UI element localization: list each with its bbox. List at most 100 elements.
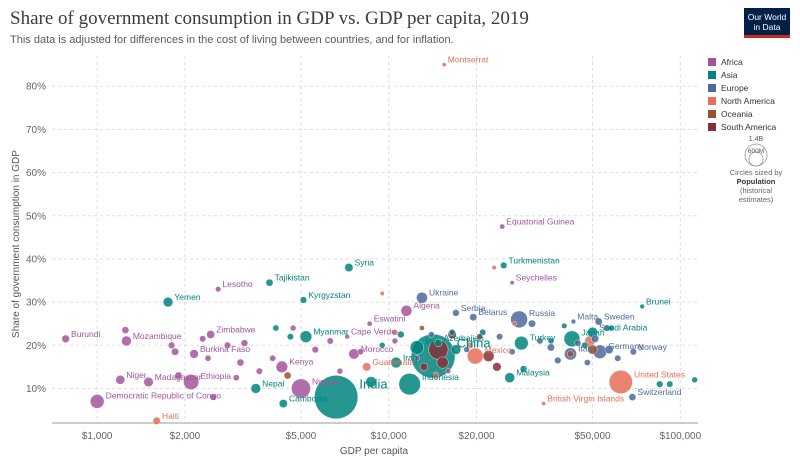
point-asia[interactable] xyxy=(272,324,280,332)
point-africa[interactable] xyxy=(174,371,183,380)
point-europe[interactable] xyxy=(554,356,562,364)
point-africa[interactable] xyxy=(445,368,451,374)
point-africa[interactable] xyxy=(121,326,130,334)
point-asia[interactable] xyxy=(561,322,568,329)
point-asia[interactable] xyxy=(379,342,386,349)
point-africa[interactable] xyxy=(255,367,263,375)
data-points[interactable] xyxy=(61,62,698,425)
legend-item-north-america[interactable]: North America xyxy=(708,95,776,107)
point-south-america[interactable] xyxy=(436,356,449,369)
point-norway[interactable] xyxy=(629,348,637,356)
point-montserrat[interactable] xyxy=(441,62,447,67)
point-ukraine[interactable] xyxy=(416,292,428,304)
point-europe[interactable] xyxy=(591,334,600,343)
point-iraq[interactable] xyxy=(390,357,402,369)
point-yemen[interactable] xyxy=(162,297,174,308)
point-nigeria[interactable] xyxy=(291,378,311,399)
point-africa[interactable] xyxy=(233,374,240,381)
point-asia[interactable] xyxy=(656,380,664,388)
point-asia[interactable] xyxy=(547,337,555,345)
point-asia[interactable] xyxy=(448,329,456,336)
point-cape-verde[interactable] xyxy=(344,334,350,340)
point-north-america[interactable] xyxy=(391,329,399,336)
legend-item-africa[interactable]: Africa xyxy=(708,56,776,68)
point-asia[interactable] xyxy=(519,365,528,373)
point-europe[interactable] xyxy=(496,333,503,341)
point-europe[interactable] xyxy=(463,346,470,353)
point-europe[interactable] xyxy=(547,343,555,352)
point-europe[interactable] xyxy=(528,319,536,328)
point-mozambique[interactable] xyxy=(121,335,132,347)
point-nepal[interactable] xyxy=(250,383,261,394)
point-asia[interactable] xyxy=(397,330,405,339)
point-africa[interactable] xyxy=(311,346,319,354)
point-democratic-republic-of-congo[interactable] xyxy=(89,394,105,409)
point-north-america[interactable] xyxy=(512,321,517,327)
point-azerbaijan[interactable] xyxy=(434,339,443,348)
point-niger[interactable] xyxy=(115,375,126,385)
point-switzerland[interactable] xyxy=(628,393,637,401)
legend-item-oceania[interactable]: Oceania xyxy=(708,108,776,120)
point-zimbabwe[interactable] xyxy=(206,330,215,339)
legend-item-europe[interactable]: Europe xyxy=(708,82,776,94)
point-asia[interactable] xyxy=(666,380,674,388)
point-north-america[interactable] xyxy=(491,265,497,271)
point-burkina-faso[interactable] xyxy=(189,349,199,359)
point-oceania[interactable] xyxy=(587,344,598,355)
point-equatorial-guinea[interactable] xyxy=(499,223,506,230)
point-malaysia[interactable] xyxy=(504,372,515,383)
point-africa[interactable] xyxy=(357,348,364,356)
point-asia[interactable] xyxy=(287,333,294,341)
point-south-america[interactable] xyxy=(419,362,428,371)
point-africa[interactable] xyxy=(168,341,176,349)
point-europe[interactable] xyxy=(604,345,614,355)
point-africa[interactable] xyxy=(391,337,399,345)
point-asia[interactable] xyxy=(608,324,615,332)
point-africa[interactable] xyxy=(224,341,232,349)
point-africa[interactable] xyxy=(209,393,217,401)
point-seychelles[interactable] xyxy=(509,280,515,286)
point-asia[interactable] xyxy=(450,344,462,355)
point-europe[interactable] xyxy=(584,359,591,366)
point-europe[interactable] xyxy=(508,348,516,356)
point-turkey[interactable] xyxy=(514,336,529,351)
point-north-america[interactable] xyxy=(466,342,474,349)
point-africa[interactable] xyxy=(240,339,249,347)
point-europe[interactable] xyxy=(536,337,544,345)
point-africa[interactable] xyxy=(171,347,179,356)
point-indonesia[interactable] xyxy=(398,373,421,396)
point-oceania[interactable] xyxy=(567,350,574,358)
point-africa[interactable] xyxy=(290,324,297,332)
point-south-america[interactable] xyxy=(492,362,502,372)
point-sweden[interactable] xyxy=(594,317,603,326)
point-haiti[interactable] xyxy=(152,416,161,425)
point-burundi[interactable] xyxy=(61,334,70,343)
point-madagascar[interactable] xyxy=(143,377,154,387)
point-guatemala[interactable] xyxy=(362,362,372,372)
point-africa[interactable] xyxy=(199,335,207,343)
point-myanmar[interactable] xyxy=(299,330,313,343)
point-oceania[interactable] xyxy=(283,371,292,380)
point-ethiopia[interactable] xyxy=(183,374,199,390)
point-serbia[interactable] xyxy=(452,309,460,317)
point-north-america[interactable] xyxy=(432,372,440,379)
point-africa[interactable] xyxy=(414,355,420,362)
point-syria[interactable] xyxy=(344,263,354,272)
point-south-america[interactable] xyxy=(482,350,495,362)
point-asia[interactable] xyxy=(581,341,589,349)
point-turkmenistan[interactable] xyxy=(500,261,508,269)
point-europe[interactable] xyxy=(614,354,622,362)
point-india[interactable] xyxy=(314,375,359,420)
point-tajikistan[interactable] xyxy=(265,278,274,287)
point-asia[interactable] xyxy=(691,376,698,383)
point-united-states[interactable] xyxy=(608,370,633,394)
point-asia[interactable] xyxy=(365,376,377,388)
point-belarus[interactable] xyxy=(469,313,478,322)
owid-logo[interactable]: Our World in Data xyxy=(744,8,790,38)
point-north-america[interactable] xyxy=(379,291,385,296)
point-south-america[interactable] xyxy=(476,333,483,340)
point-africa[interactable] xyxy=(204,354,212,362)
point-algeria[interactable] xyxy=(400,305,413,317)
point-europe[interactable] xyxy=(574,339,582,347)
point-lesotho[interactable] xyxy=(215,286,222,293)
